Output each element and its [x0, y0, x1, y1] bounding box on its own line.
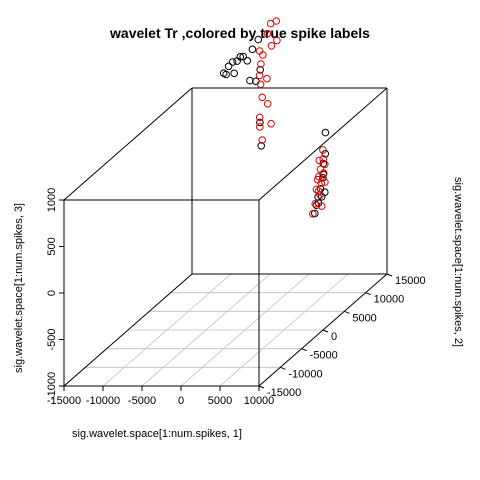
x-tick-label: 0 — [178, 395, 184, 407]
data-point-black — [246, 76, 254, 85]
data-point-red — [255, 113, 264, 122]
data-point-red — [312, 185, 321, 194]
box-edge — [63, 273, 193, 387]
data-point-black — [312, 201, 321, 209]
chart-title: wavelet Tr ,colored by true spike labels — [109, 25, 370, 41]
data-point-red — [319, 146, 327, 154]
data-point-black — [228, 58, 237, 66]
y-tick-label: -15000 — [267, 387, 301, 399]
z-axis-label: sig.wavelet.space[1:num.spikes, 3] — [13, 203, 25, 373]
data-point-red — [316, 191, 324, 199]
y-axis-label: sig.wavelet.space[1:num.spikes, 2] — [452, 177, 464, 347]
x-tick-label: 10000 — [244, 395, 275, 407]
x-axis-label: sig.wavelet.space[1:num.spikes, 1] — [72, 428, 242, 440]
floor-grid — [63, 273, 388, 387]
y-tick-mark — [280, 366, 286, 370]
x-tick-label: -5000 — [128, 395, 156, 407]
data-point-red — [256, 80, 265, 89]
data-point-red — [257, 60, 265, 68]
y-tick-mark — [365, 292, 371, 296]
data-point-black — [243, 57, 252, 65]
data-point-black — [321, 128, 330, 137]
data-point-red — [315, 156, 324, 165]
data-point-red — [317, 202, 326, 210]
y-tick-label: 0 — [331, 331, 337, 343]
data-point-red — [267, 119, 275, 128]
data-point-black — [257, 142, 266, 150]
data-point-black — [256, 66, 265, 74]
y-tick-label: 5000 — [352, 312, 376, 324]
data-point-black — [256, 118, 264, 127]
data-point-black — [236, 53, 245, 61]
data-point-red — [259, 51, 267, 59]
plot-box — [63, 87, 388, 387]
data-point-black — [321, 150, 330, 158]
data-point-red — [267, 42, 276, 50]
x-tick-label: -10000 — [86, 395, 120, 407]
data-point-red — [309, 210, 317, 218]
data-point-red — [258, 136, 267, 144]
data-point-red — [321, 178, 329, 186]
data-points — [219, 17, 330, 218]
y-tick-mark — [386, 273, 393, 277]
y-tick-mark — [322, 329, 329, 333]
data-point-black — [230, 69, 238, 78]
z-tick-label: 500 — [46, 237, 58, 255]
x-tick-label: 5000 — [208, 395, 232, 407]
data-point-red — [263, 74, 271, 83]
y-tick-label: 15000 — [395, 275, 426, 287]
data-point-black — [317, 193, 326, 201]
y-tick-mark — [344, 310, 350, 314]
z-tick-label: -1000 — [46, 372, 58, 400]
data-point-red — [315, 172, 323, 181]
z-tick-label: 0 — [46, 290, 58, 296]
data-point-black — [314, 193, 322, 201]
y-tick-mark — [301, 348, 307, 352]
data-point-black — [248, 45, 257, 54]
z-tick-label: 1000 — [46, 188, 58, 212]
data-point-red — [317, 179, 326, 187]
y-tick-label: -5000 — [310, 350, 338, 362]
data-point-black — [254, 35, 263, 44]
box-edge — [258, 87, 388, 201]
data-point-red — [273, 36, 281, 45]
data-point-red — [321, 160, 329, 169]
data-point-red — [311, 199, 320, 208]
data-point-red — [263, 29, 272, 38]
data-point-red — [263, 100, 272, 108]
data-point-black — [239, 52, 247, 61]
data-point-black — [222, 70, 230, 79]
y-tick-label: -10000 — [288, 368, 322, 380]
y-tick-label: 10000 — [374, 294, 405, 306]
data-point-black — [319, 174, 327, 182]
y-tick-mark — [258, 385, 265, 389]
data-point-red — [314, 187, 323, 195]
data-point-red — [319, 155, 328, 163]
data-point-black — [224, 62, 233, 71]
data-point-red — [256, 123, 264, 131]
box-edge — [63, 87, 193, 201]
data-point-red — [255, 71, 264, 80]
data-point-red — [266, 19, 275, 28]
data-point-red — [258, 93, 267, 102]
axis-ticks: -15000 -10000 -5000 0 5000 10000-15000-10000-… — [46, 188, 426, 407]
z-tick-label: -500 — [46, 328, 58, 350]
x-tick-label: -15000 — [47, 395, 81, 407]
